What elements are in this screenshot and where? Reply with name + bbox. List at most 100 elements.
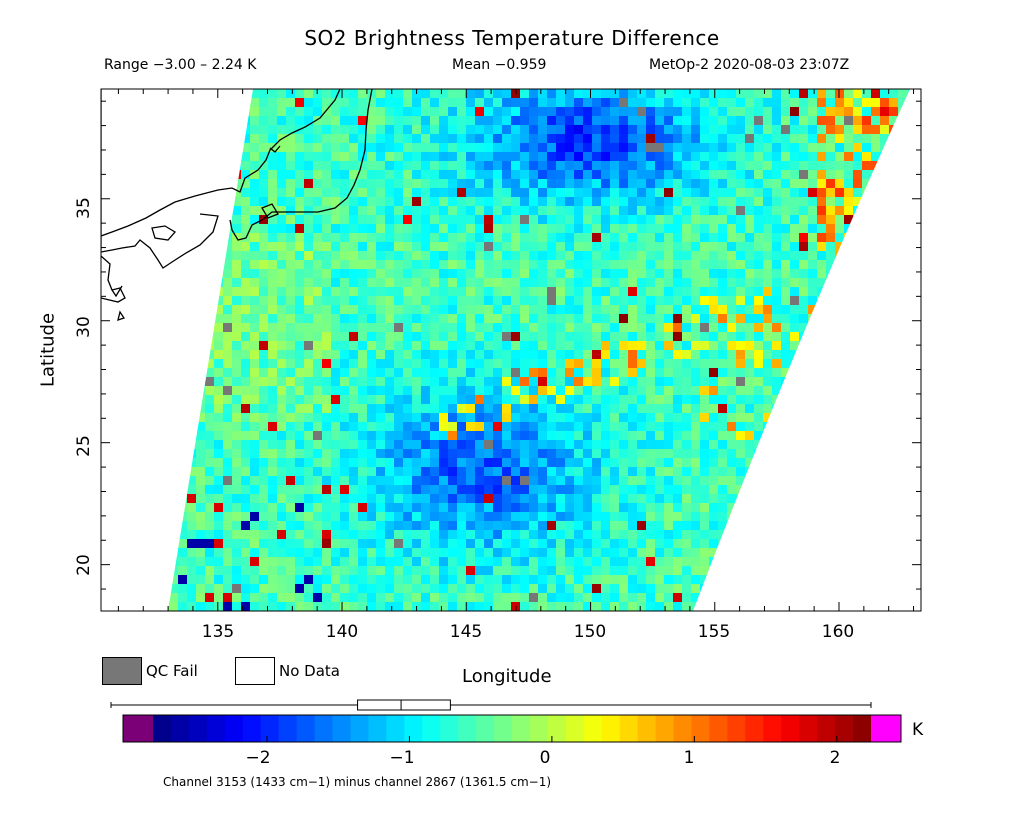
swath-pixel — [277, 179, 287, 189]
swath-pixel — [304, 503, 314, 513]
swath-pixel — [655, 287, 665, 297]
swath-pixel — [502, 449, 512, 459]
swath-pixel — [493, 602, 503, 611]
swath-pixel — [673, 215, 683, 225]
swath-pixel — [304, 296, 314, 306]
swath-pixel — [286, 233, 296, 243]
swath-pixel — [529, 206, 539, 216]
swath-pixel — [295, 332, 305, 342]
swath-pixel — [313, 278, 323, 288]
swath-pixel — [322, 413, 332, 423]
swath-pixel — [286, 422, 296, 432]
swath-pixel — [745, 431, 755, 441]
swath-pixel — [700, 179, 710, 189]
swath-pixel — [754, 233, 764, 243]
swath-pixel — [259, 395, 269, 405]
swath-pixel — [475, 575, 485, 585]
swath-pixel — [268, 521, 278, 531]
swath-pixel — [448, 125, 458, 135]
swath-pixel — [871, 125, 881, 135]
swath-pixel — [709, 386, 719, 396]
swath-pixel — [655, 368, 665, 378]
swath-pixel — [628, 368, 638, 378]
swath-pixel — [466, 161, 476, 171]
swath-pixel — [772, 98, 782, 108]
swath-pixel — [322, 476, 332, 486]
swath-pixel — [286, 449, 296, 459]
swath-pixel — [376, 530, 386, 540]
swath-pixel — [547, 332, 557, 342]
swath-pixel — [475, 197, 485, 207]
swath-pixel — [520, 278, 530, 288]
swath-pixel — [691, 512, 701, 522]
swath-pixel — [268, 305, 278, 315]
swath-pixel — [799, 125, 809, 135]
swath-pixel — [547, 395, 557, 405]
swath-pixel — [565, 557, 575, 567]
swath-pixel — [565, 215, 575, 225]
swath-pixel — [277, 593, 287, 603]
swath-pixel — [583, 377, 593, 387]
swath-pixel — [286, 125, 296, 135]
swath-pixel — [565, 305, 575, 315]
swath-pixel — [331, 323, 341, 333]
swath-pixel — [196, 521, 206, 531]
swath-pixel — [385, 485, 395, 495]
swath-pixel — [241, 341, 251, 351]
swath-pixel — [655, 476, 665, 486]
swath-pixel — [628, 557, 638, 567]
swath-pixel — [466, 593, 476, 603]
swath-pixel — [475, 593, 485, 603]
swath-pixel — [547, 494, 557, 504]
swath-pixel — [322, 314, 332, 324]
swath-pixel — [736, 332, 746, 342]
swath-pixel — [340, 107, 350, 117]
swath-pixel — [412, 170, 422, 180]
swath-pixel — [763, 368, 773, 378]
swath-pixel — [556, 179, 566, 189]
swath-pixel — [493, 332, 503, 342]
swath-pixel — [637, 440, 647, 450]
swath-pixel — [682, 593, 692, 603]
swath-pixel — [439, 296, 449, 306]
swath-pixel — [331, 143, 341, 153]
swath-pixel — [529, 197, 539, 207]
swath-pixel — [727, 143, 737, 153]
swath-pixel — [592, 179, 602, 189]
swath-pixel — [376, 134, 386, 144]
swath-pixel — [457, 206, 467, 216]
swath-pixel — [736, 116, 746, 126]
swath-pixel — [394, 233, 404, 243]
swath-pixel — [448, 224, 458, 234]
swath-pixel — [259, 260, 269, 270]
swath-pixel — [529, 485, 539, 495]
swath-pixel — [628, 143, 638, 153]
swath-pixel — [601, 179, 611, 189]
swath-pixel — [817, 170, 827, 180]
swath-pixel — [817, 161, 827, 171]
swath-pixel — [259, 566, 269, 576]
swath-pixel — [880, 125, 890, 135]
swath-pixel — [385, 269, 395, 279]
swath-pixel — [709, 233, 719, 243]
colorbar-segment — [224, 715, 244, 742]
swath-pixel — [286, 107, 296, 117]
swath-pixel — [421, 107, 431, 117]
swath-pixel — [394, 485, 404, 495]
swath-pixel — [736, 125, 746, 135]
swath-pixel — [592, 386, 602, 396]
swath-pixel — [673, 224, 683, 234]
swath-pixel — [475, 476, 485, 486]
swath-pixel — [529, 602, 539, 611]
swath-pixel — [349, 584, 359, 594]
swath-pixel — [736, 134, 746, 144]
swath-pixel — [475, 494, 485, 504]
swath-pixel — [754, 368, 764, 378]
swath-pixel — [646, 98, 656, 108]
swath-pixel — [295, 512, 305, 522]
swath-pixel — [655, 332, 665, 342]
swath-pixel — [592, 566, 602, 576]
swath-pixel — [628, 467, 638, 477]
swath-pixel — [430, 233, 440, 243]
swath-pixel — [493, 287, 503, 297]
